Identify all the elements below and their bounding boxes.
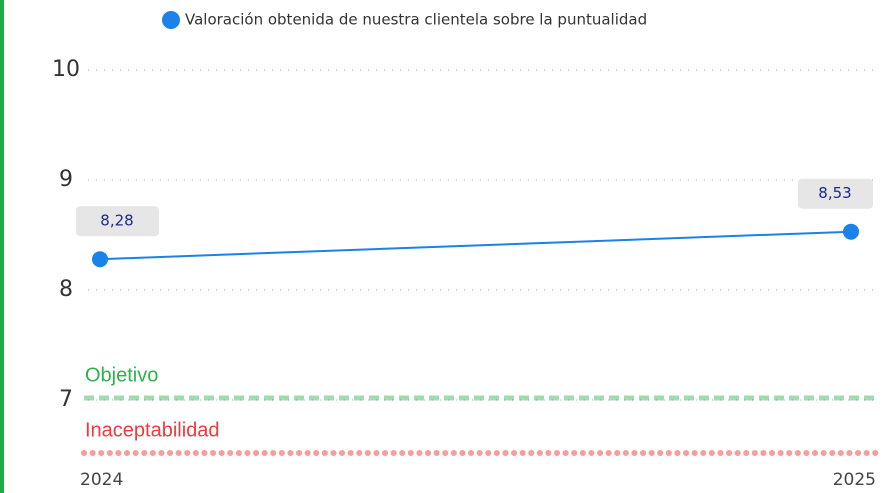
- data-point: [843, 223, 859, 240]
- y-tick-label: 9: [59, 167, 73, 192]
- data-label-box: [798, 178, 873, 209]
- x-tick-label: 2024: [80, 470, 123, 490]
- y-tick-label: 7: [59, 387, 73, 412]
- frame-border: [0, 0, 4, 493]
- data-label: 8,53: [818, 184, 851, 202]
- y-tick-label: 8: [59, 277, 73, 302]
- data-point: [92, 251, 108, 268]
- y-tick-label: 10: [52, 57, 80, 82]
- series-line: [99, 230, 852, 261]
- data-label-box: [76, 206, 159, 237]
- legend-label: Valoración obtenida de nuestra clientela…: [185, 11, 647, 29]
- x-tick-label: 2025: [833, 470, 876, 490]
- reference-label: Objetivo: [85, 364, 158, 386]
- data-label: 8,28: [100, 212, 133, 230]
- reference-label: Inaceptabilidad: [85, 419, 220, 441]
- legend-marker: [162, 11, 180, 29]
